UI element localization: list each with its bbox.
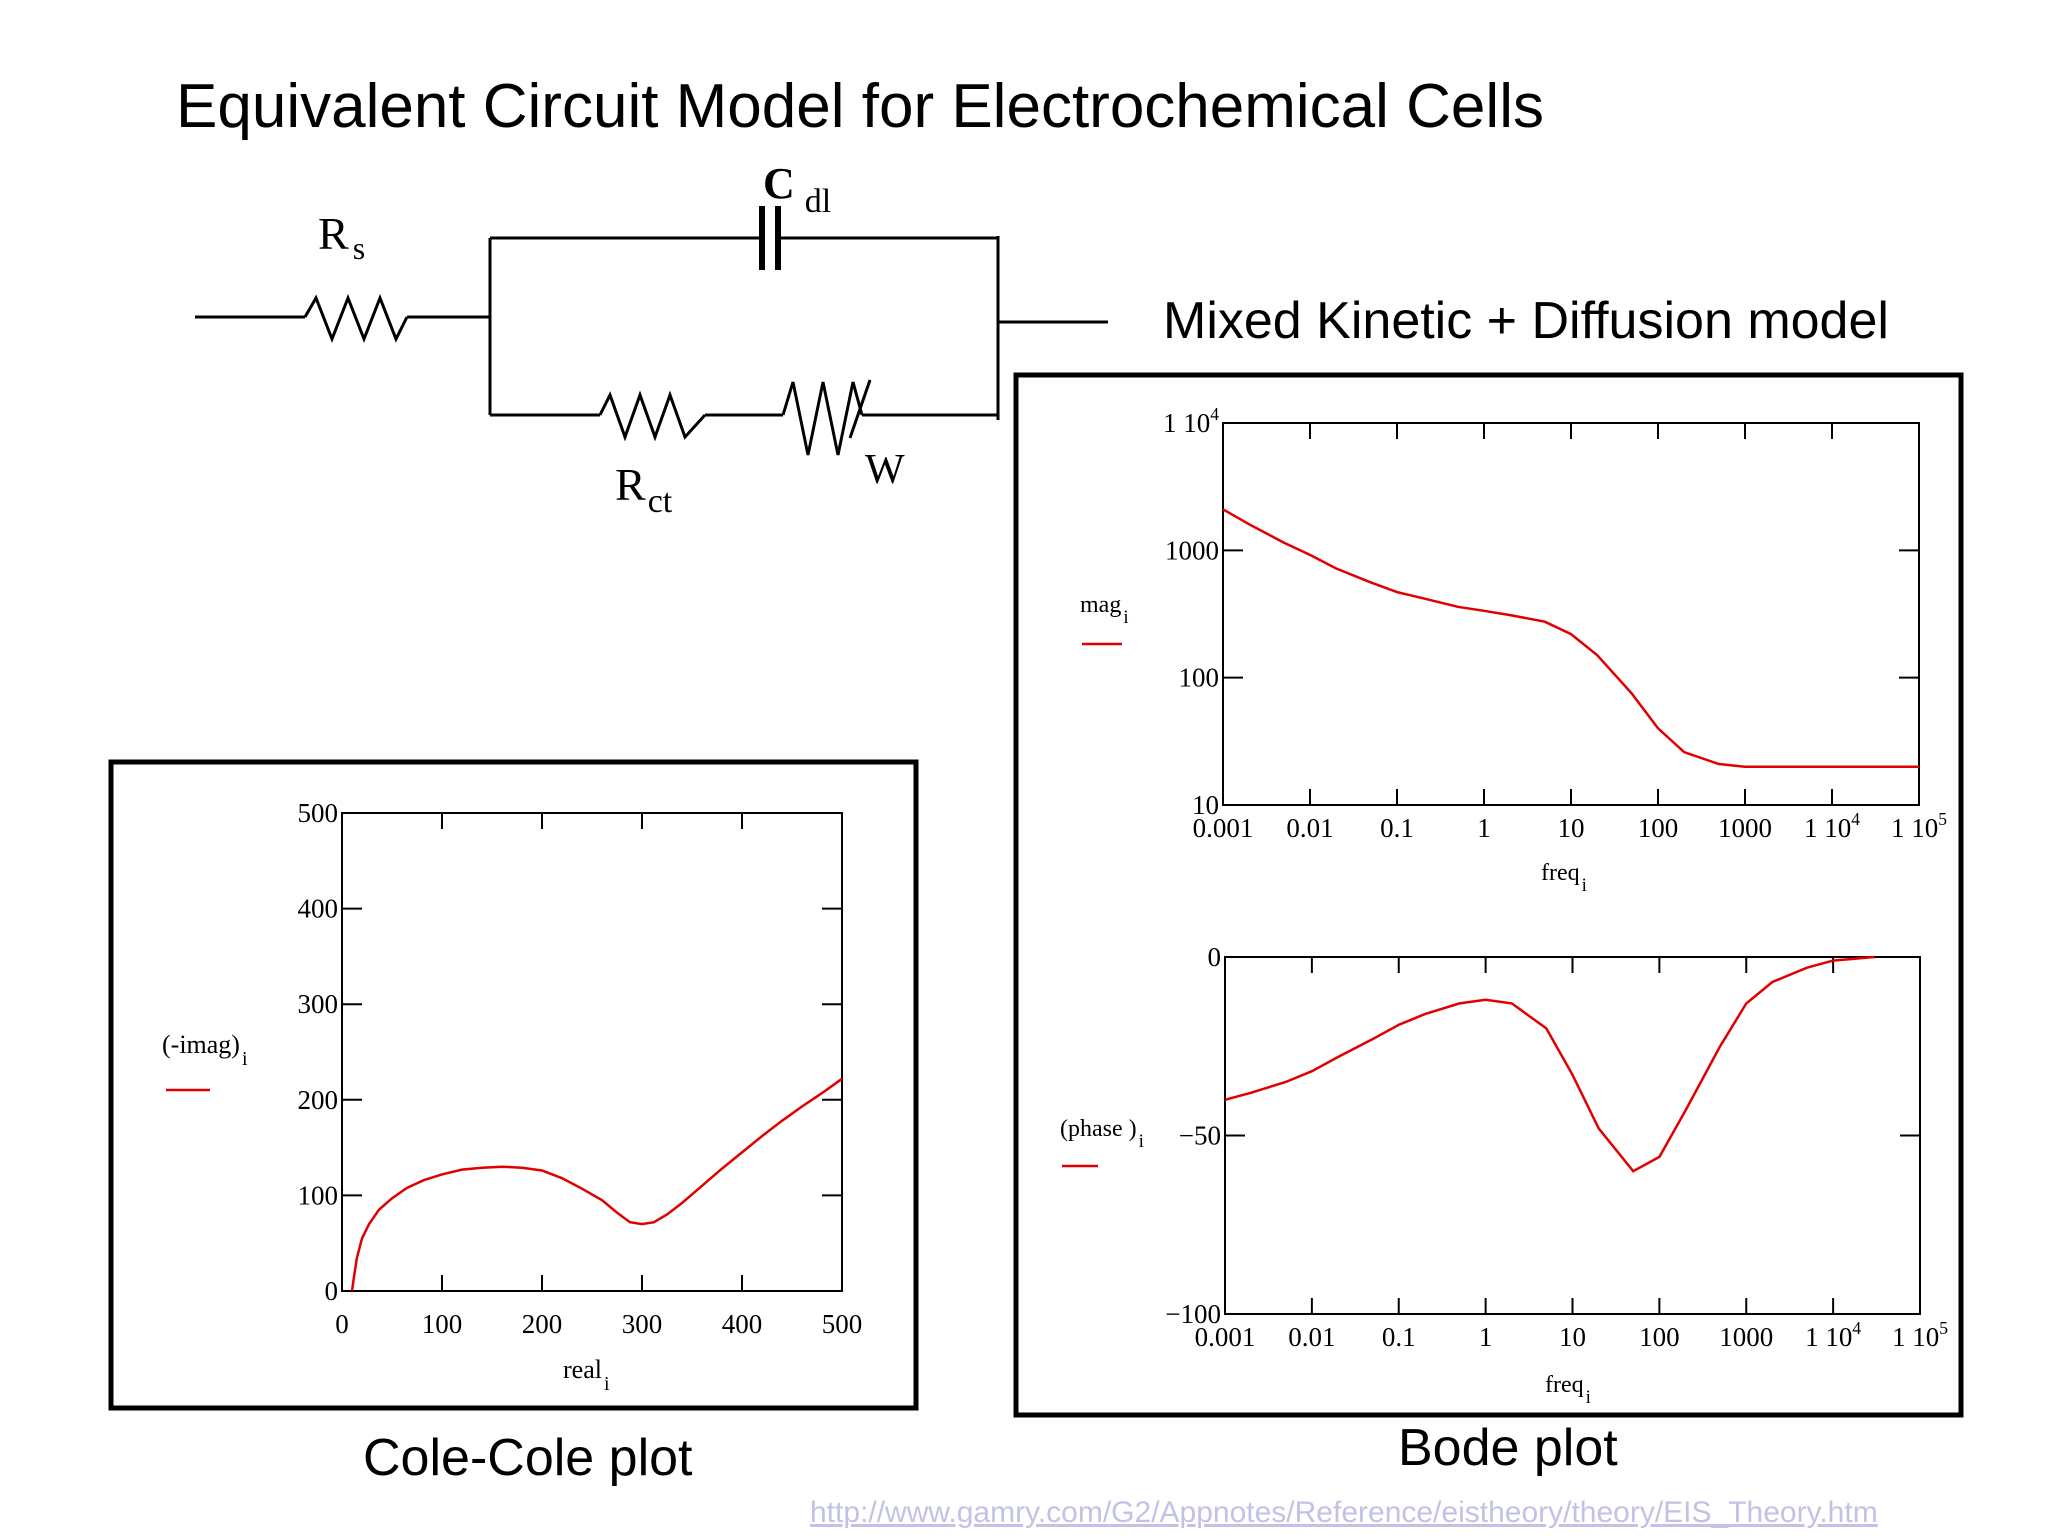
- bode-magnitude-plot-area: [1222, 422, 1920, 806]
- x-tick-label: 1 104: [1804, 809, 1860, 843]
- x-tick-label: 0.01: [1286, 813, 1333, 843]
- warburg-slash: [848, 379, 872, 439]
- bode-phase-chart: 0.001 0.01 0.1 1 10 100 1000 1 104 1 105 −100 −50…: [1060, 942, 1948, 1408]
- y-tick-label: 10: [1192, 790, 1219, 820]
- cole-y-tick-labels: 0 100 200 300 400 500: [298, 798, 339, 1306]
- phase-y-axis-label: (phase ) i: [1060, 1116, 1144, 1152]
- x-tick-label: 1000: [1718, 813, 1772, 843]
- y-tick-label: 300: [298, 989, 339, 1019]
- bode-phase-series-line: [1224, 955, 1875, 1173]
- y-tick-label: 1000: [1165, 535, 1219, 565]
- x-tick-label: 100: [1638, 813, 1679, 843]
- x-tick-label: 200: [522, 1309, 563, 1339]
- mag-y-axis-label: mag i: [1080, 592, 1129, 628]
- cole-cole-plot-area: [341, 812, 843, 1292]
- y-tick-label: 0: [1208, 942, 1222, 972]
- x-tick-label: 1: [1479, 1322, 1493, 1352]
- resistor-rct-symbol: [598, 390, 707, 442]
- x-tick-label: 0.001: [1195, 1322, 1256, 1352]
- cole-x-tick-marks: [341, 813, 843, 1291]
- y-tick-label: 100: [298, 1180, 339, 1210]
- x-tick-label: 400: [722, 1309, 763, 1339]
- x-tick-label: 100: [1639, 1322, 1680, 1352]
- resistor-rs-symbol: [303, 293, 409, 344]
- bode-magnitude-chart: 0.001 0.01 0.1 1 10 100 1000 1 104 1 105 1010010…: [1080, 404, 1947, 896]
- x-tick-label: 0: [335, 1309, 349, 1339]
- x-tick-label: 0.01: [1288, 1322, 1335, 1352]
- phase-y-tick-labels: −100 −50 0: [1165, 942, 1221, 1329]
- y-tick-label: 200: [298, 1085, 339, 1115]
- phase-y-tick-marks: [1225, 956, 1920, 1315]
- phase-x-tick-labels: 0.001 0.01 0.1 1 10 100 1000 1 104 1 105: [1195, 1318, 1949, 1352]
- y-tick-label: 100: [1179, 663, 1220, 693]
- label-rct: Rct: [615, 459, 673, 520]
- cole-cole-caption: Cole-Cole plot: [363, 1429, 693, 1487]
- bode-magnitude-series-line: [1222, 508, 1919, 768]
- x-tick-label: 300: [622, 1309, 663, 1339]
- source-link[interactable]: http://www.gamry.com/G2/Appnotes/Referen…: [810, 1496, 1878, 1529]
- mag-y-tick-labels: 10 100 1000 1 104: [1163, 404, 1219, 820]
- cole-x-tick-labels: 0 100 200 300 400 500: [335, 1309, 862, 1339]
- x-tick-label: 500: [822, 1309, 863, 1339]
- bode-frame: [1013, 372, 1964, 1418]
- mag-x-tick-labels: 0.001 0.01 0.1 1 10 100 1000 1 104 1 105: [1193, 809, 1948, 843]
- y-tick-label: −100: [1165, 1299, 1221, 1329]
- cole-y-axis-label: (-imag) i: [162, 1030, 248, 1070]
- y-tick-label: 0: [325, 1276, 339, 1306]
- y-tick-label: −50: [1179, 1121, 1221, 1151]
- cole-cole-series-line: [350, 1077, 843, 1292]
- y-tick-label: 500: [298, 798, 339, 828]
- x-tick-label: 1: [1477, 813, 1491, 843]
- mag-x-axis-label: freq i: [1541, 860, 1587, 896]
- x-tick-label: 0.1: [1380, 813, 1414, 843]
- bode-phase-plot-area: [1224, 956, 1921, 1315]
- phase-x-tick-marks: [1224, 957, 1921, 1314]
- cole-cole-frame: [108, 759, 919, 1411]
- mag-x-tick-marks: [1222, 423, 1920, 805]
- x-tick-label: 10: [1558, 813, 1585, 843]
- cole-x-axis-label: real i: [563, 1355, 610, 1395]
- mag-y-tick-marks: [1223, 422, 1919, 806]
- bode-caption: Bode plot: [1398, 1419, 1618, 1477]
- phase-x-axis-label: freq i: [1545, 1372, 1591, 1408]
- y-tick-label: 1 104: [1163, 404, 1219, 438]
- model-label: Mixed Kinetic + Diffusion model: [1163, 292, 1889, 350]
- x-tick-label: 1 105: [1891, 809, 1947, 843]
- x-tick-label: 1 104: [1805, 1318, 1861, 1352]
- x-tick-label: 1000: [1719, 1322, 1773, 1352]
- x-tick-label: 1 105: [1892, 1318, 1948, 1352]
- y-tick-label: 400: [298, 894, 339, 924]
- x-tick-label: 0.1: [1382, 1322, 1416, 1352]
- x-tick-label: 100: [422, 1309, 463, 1339]
- x-tick-label: 10: [1559, 1322, 1586, 1352]
- label-w: W: [865, 447, 905, 493]
- cole-y-tick-marks: [342, 812, 842, 1292]
- x-tick-label: 0.001: [1193, 813, 1254, 843]
- warburg-symbol: [781, 381, 864, 456]
- slide-title: Equivalent Circuit Model for Electrochem…: [176, 72, 1544, 141]
